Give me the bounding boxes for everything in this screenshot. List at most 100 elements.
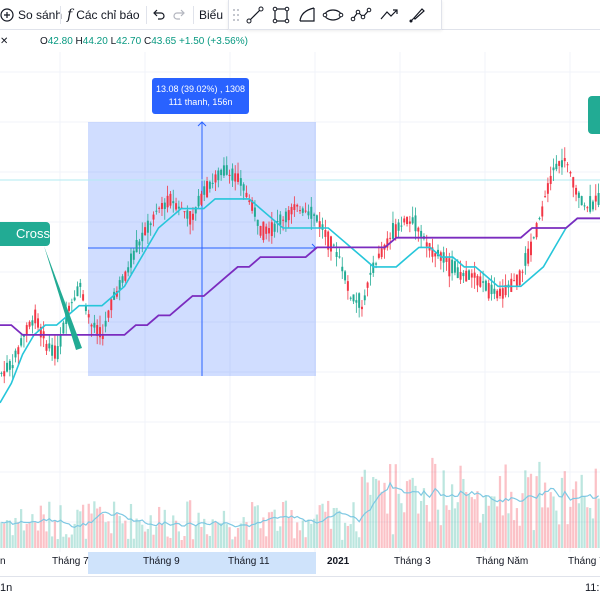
compare-label: So sánh (18, 8, 63, 22)
candle (206, 176, 209, 199)
volume-bar (510, 491, 513, 548)
volume-bar (253, 506, 257, 548)
timeframe-button[interactable]: 1n (0, 582, 13, 594)
candle (358, 292, 361, 318)
volume-bar (493, 496, 496, 548)
path-arrow-icon[interactable] (377, 3, 401, 27)
measure-line-1: 13.08 (39.02%) , 1308 (155, 84, 246, 94)
candle (380, 241, 383, 260)
candle (203, 180, 206, 202)
candle (158, 206, 161, 214)
candle (28, 320, 31, 330)
volume-bar (73, 523, 76, 548)
candle (349, 296, 352, 301)
candle (439, 250, 442, 270)
volume-bar (183, 536, 186, 548)
candle (434, 251, 437, 268)
compare-button[interactable]: So sánh (0, 5, 62, 25)
candle (487, 279, 490, 301)
volume-bar (290, 509, 293, 548)
candle (580, 195, 583, 206)
candle (428, 242, 431, 258)
undo-button[interactable] (152, 5, 166, 25)
candle (144, 222, 147, 237)
candle (37, 313, 40, 331)
candle (569, 170, 572, 177)
candlesticks (0, 147, 600, 384)
volume-bar (501, 515, 504, 548)
polyline-icon[interactable] (349, 3, 373, 27)
ellipse-icon[interactable] (321, 3, 345, 27)
candle (507, 280, 510, 298)
candle (22, 333, 25, 348)
candle (231, 163, 234, 188)
volume-bar (211, 519, 214, 548)
candle (451, 250, 454, 281)
volume-bar (248, 539, 251, 548)
volume-bar (90, 513, 93, 548)
volume-bar (405, 481, 409, 548)
candle (251, 197, 254, 214)
volume-bar (28, 521, 31, 548)
candle (341, 257, 344, 280)
candle (490, 275, 493, 301)
arc-icon[interactable] (295, 3, 319, 27)
volume-bar (70, 534, 73, 548)
candle (56, 335, 59, 363)
volume-bar (422, 488, 426, 548)
time-axis[interactable]: n Tháng 7 Tháng 9 Tháng 11 2021 Tháng 3 … (0, 552, 600, 574)
volume-bar (329, 528, 333, 548)
candle (11, 354, 14, 380)
candle (310, 197, 313, 230)
drag-handle-icon[interactable] (232, 7, 240, 23)
candle (346, 275, 349, 300)
volume-bar (293, 538, 296, 548)
volume-bar (459, 465, 462, 548)
candle (6, 355, 9, 373)
volume-bar (20, 509, 23, 548)
volume-bar (391, 534, 395, 548)
redo-button[interactable] (172, 5, 186, 25)
volume-bar (203, 518, 206, 548)
candle (560, 148, 563, 175)
volume-bar (138, 520, 141, 548)
brush-icon[interactable] (405, 3, 429, 27)
time-tick: Tháng 3 (394, 556, 431, 567)
candle (222, 157, 225, 179)
volume-bar (577, 503, 580, 548)
candle (406, 216, 409, 227)
candle (3, 360, 6, 384)
candle (484, 279, 487, 292)
cross-annotation[interactable]: Cross 1 (0, 222, 50, 265)
collapse-icon[interactable]: ✕ (0, 36, 9, 47)
volume-bar (197, 512, 200, 548)
volume-bar (152, 534, 155, 548)
candle (214, 170, 217, 192)
volume-bar (465, 491, 468, 548)
candle (79, 278, 82, 298)
volume-bar (267, 512, 271, 548)
candle (93, 314, 96, 333)
candle (549, 166, 552, 191)
right-annotation[interactable] (588, 96, 600, 134)
volume-bar (5, 520, 9, 548)
candle (363, 289, 366, 306)
volume-bar (284, 500, 288, 548)
candle (130, 248, 132, 275)
volume-bar (48, 501, 51, 548)
price-chart[interactable] (0, 52, 600, 552)
candle (335, 242, 338, 267)
chart-type-button[interactable]: Biểu (199, 5, 223, 25)
volume-bar (417, 513, 420, 548)
indicators-button[interactable]: f Các chỉ báo (67, 5, 140, 25)
rectangle-icon[interactable] (269, 3, 293, 27)
volume-bar (527, 477, 530, 548)
candle (59, 327, 62, 355)
volume-bar (177, 531, 180, 548)
volume-bar (104, 522, 107, 548)
volume-bar (386, 513, 389, 548)
time-tick: Tháng Năm (476, 556, 529, 567)
candle (34, 304, 37, 330)
candle (324, 219, 327, 246)
trend-line-icon[interactable] (243, 3, 267, 27)
